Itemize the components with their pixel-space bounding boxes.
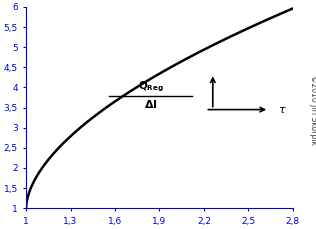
Text: $\mathbf{\Delta I}$: $\mathbf{\Delta I}$ (144, 98, 157, 110)
Text: $\mathbf{Q}_{\mathbf{Reg}}$: $\mathbf{Q}_{\mathbf{Reg}}$ (137, 80, 164, 94)
Text: $\tau$: $\tau$ (278, 105, 287, 115)
Text: ©2010 Jiří Škorpik: ©2010 Jiří Škorpik (309, 75, 316, 145)
